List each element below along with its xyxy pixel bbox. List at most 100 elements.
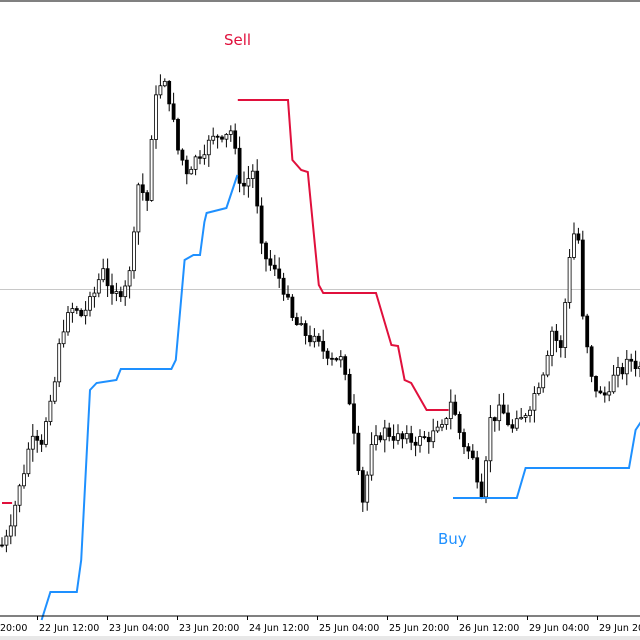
candle-body <box>501 404 506 414</box>
candle <box>110 273 114 305</box>
candle-body <box>237 147 242 184</box>
candle-body <box>519 417 524 420</box>
candle-body <box>220 136 224 140</box>
candle <box>316 333 321 347</box>
candle <box>224 133 229 148</box>
candle-body <box>35 435 40 441</box>
candle-body <box>576 233 581 241</box>
candle-body <box>418 436 422 446</box>
candle-body <box>272 264 277 270</box>
candle-body <box>61 331 66 345</box>
candle-body <box>13 504 18 527</box>
candle-body <box>457 414 462 433</box>
candle <box>466 443 471 460</box>
candle <box>299 316 304 327</box>
candles <box>0 74 640 553</box>
candle-body <box>281 277 286 295</box>
candle-body <box>369 444 374 476</box>
candle <box>585 313 590 354</box>
candle-body <box>545 355 550 376</box>
candle-body <box>550 330 554 356</box>
candle-body <box>176 118 180 151</box>
candle <box>409 425 414 451</box>
candle-body <box>479 481 484 498</box>
candle-body <box>162 80 167 87</box>
candle <box>426 431 431 454</box>
candle <box>268 250 273 271</box>
candle <box>66 305 70 336</box>
candle <box>26 442 31 477</box>
candle-body <box>558 340 563 348</box>
candle <box>70 302 75 323</box>
candle <box>484 456 488 504</box>
candle-body <box>567 257 572 303</box>
candle <box>352 394 356 445</box>
candle-body <box>127 270 132 287</box>
buy-line <box>40 174 239 621</box>
candle-body <box>541 374 546 389</box>
candle <box>52 376 57 405</box>
candle <box>118 286 123 302</box>
candle-body <box>352 403 356 434</box>
candle-body <box>514 418 519 429</box>
candle-body <box>149 139 154 201</box>
candle <box>554 324 559 353</box>
x-tick-label: 29 Jun 20:00 <box>599 623 640 634</box>
candle-body <box>347 373 352 405</box>
candle-body <box>66 312 70 333</box>
candle-body <box>316 335 321 342</box>
candle <box>492 416 497 432</box>
candle-body <box>286 293 290 298</box>
candle-body <box>638 366 640 370</box>
candle <box>8 514 13 545</box>
candle <box>501 393 506 415</box>
candle <box>149 135 154 202</box>
x-tick-label: 25 Jun 04:00 <box>319 623 379 634</box>
candle-body <box>132 231 136 272</box>
candle-body <box>30 435 35 450</box>
candle-body <box>532 393 537 411</box>
candle <box>572 222 576 260</box>
candle <box>228 125 233 142</box>
candle-body <box>118 291 123 298</box>
candle-body <box>92 292 97 298</box>
candle-body <box>580 239 585 317</box>
sell-line <box>237 99 449 411</box>
candle <box>255 159 260 214</box>
candle <box>286 285 290 300</box>
candle <box>532 386 537 423</box>
candle-body <box>629 358 634 362</box>
candle <box>35 429 40 453</box>
scrollbar[interactable] <box>0 636 640 640</box>
candle-body <box>184 159 189 175</box>
candle <box>382 419 387 453</box>
candle <box>514 410 519 431</box>
candle <box>312 328 317 348</box>
candle-body <box>303 323 308 336</box>
candle <box>378 432 383 443</box>
candle <box>79 308 84 318</box>
candle <box>96 273 101 298</box>
candle-body <box>387 427 392 437</box>
candle-body <box>585 315 590 348</box>
candle <box>92 286 97 308</box>
candle-body <box>145 192 150 201</box>
candle-body <box>492 417 497 422</box>
candle <box>431 418 436 449</box>
candle <box>453 394 458 417</box>
candle-body <box>453 401 458 415</box>
candle <box>206 135 211 167</box>
candle <box>343 354 348 381</box>
candle <box>259 197 264 255</box>
candle-body <box>448 401 453 419</box>
candle <box>277 257 282 288</box>
candle <box>140 173 145 201</box>
candle <box>470 444 475 460</box>
candle-body <box>224 134 229 140</box>
candle-body <box>321 340 326 352</box>
candle <box>616 356 620 388</box>
candle-body <box>114 291 119 294</box>
candle <box>545 350 550 378</box>
candle-body <box>470 450 475 459</box>
